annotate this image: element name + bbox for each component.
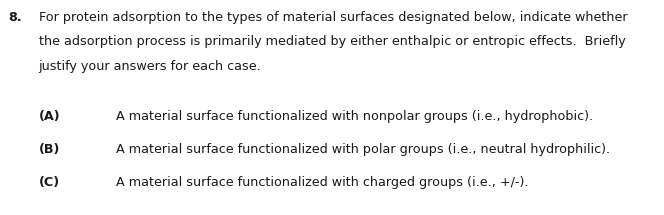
- Text: For protein adsorption to the types of material surfaces designated below, indic: For protein adsorption to the types of m…: [39, 11, 627, 24]
- Text: (C): (C): [39, 176, 60, 189]
- Text: the adsorption process is primarily mediated by either enthalpic or entropic eff: the adsorption process is primarily medi…: [39, 35, 625, 48]
- Text: A material surface functionalized with charged groups (i.e., +/-).: A material surface functionalized with c…: [116, 176, 529, 189]
- Text: (A): (A): [39, 110, 60, 123]
- Text: (B): (B): [39, 143, 60, 156]
- Text: 8.: 8.: [8, 11, 22, 24]
- Text: A material surface functionalized with polar groups (i.e., neutral hydrophilic).: A material surface functionalized with p…: [116, 143, 610, 156]
- Text: justify your answers for each case.: justify your answers for each case.: [39, 60, 261, 73]
- Text: A material surface functionalized with nonpolar groups (i.e., hydrophobic).: A material surface functionalized with n…: [116, 110, 594, 123]
